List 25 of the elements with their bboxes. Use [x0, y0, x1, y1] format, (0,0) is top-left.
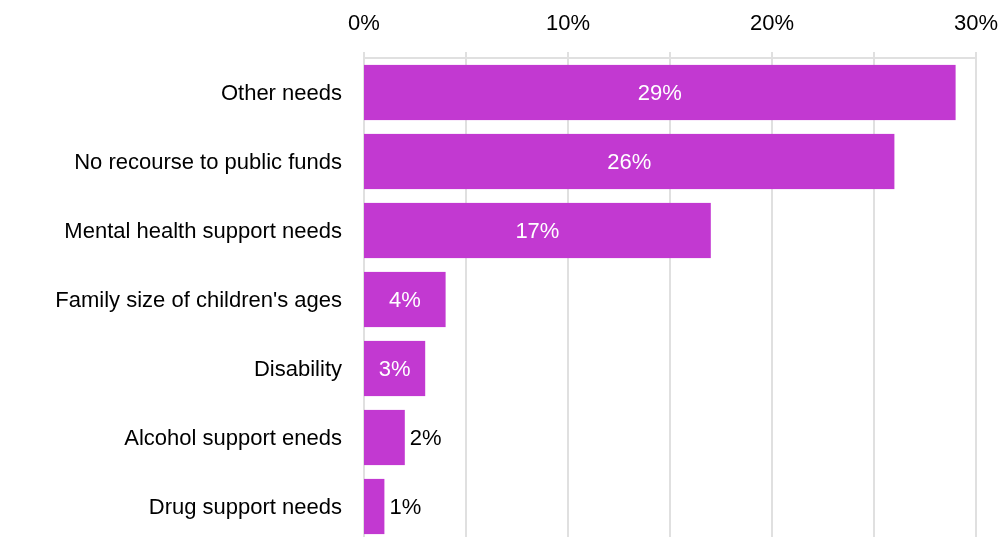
data-label: 2% [409, 425, 442, 451]
data-label: 29% [637, 80, 682, 106]
bar [364, 202, 711, 259]
y-tick-label: Alcohol support eneds [124, 425, 342, 451]
bar [364, 478, 385, 535]
bar [364, 409, 405, 466]
data-label: 17% [515, 218, 560, 244]
data-label: 1% [389, 494, 422, 520]
y-tick-label: No recourse to public funds [74, 149, 342, 175]
bar [364, 133, 895, 190]
y-tick-label: Mental health support needs [64, 218, 342, 244]
x-tick-label: 10% [545, 10, 591, 35]
data-label: 4% [388, 287, 421, 313]
x-tick-label: 30% [953, 10, 999, 35]
y-tick-label: Family size of children's ages [55, 287, 342, 313]
bar [364, 340, 426, 397]
data-label: 3% [378, 356, 411, 382]
x-tick-label: 20% [749, 10, 795, 35]
x-tick-label: 0% [348, 10, 380, 35]
y-tick-label: Drug support needs [148, 494, 342, 520]
bar [364, 271, 446, 328]
y-tick-label: Other needs [220, 80, 342, 106]
bar [364, 64, 956, 121]
y-tick-label: Disability [253, 356, 342, 382]
data-label: 26% [607, 149, 652, 175]
